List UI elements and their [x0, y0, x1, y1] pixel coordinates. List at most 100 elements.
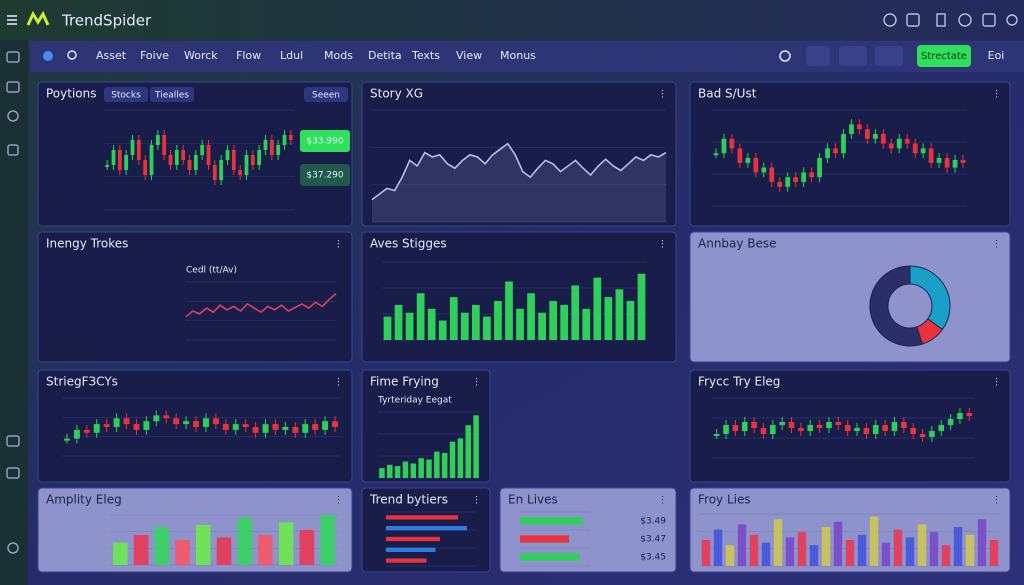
bar — [383, 316, 392, 340]
candle — [751, 422, 757, 428]
bar — [402, 461, 409, 478]
bar — [410, 463, 417, 478]
panel: Amplity Eleg ⋮ — [37, 487, 353, 573]
candle — [193, 155, 198, 170]
menu-dot — [43, 51, 53, 61]
candle — [741, 422, 748, 431]
candle — [143, 160, 148, 175]
bar — [977, 519, 987, 566]
create-button[interactable] — [917, 45, 971, 67]
bar — [441, 452, 448, 478]
bar — [418, 458, 424, 478]
candle — [143, 421, 150, 430]
menu-item[interactable]: Asset — [96, 49, 127, 62]
panel-title: Story XG — [370, 87, 423, 101]
menu-item[interactable]: Foive — [140, 49, 169, 62]
bar — [989, 540, 999, 566]
panel: Frycc Try Eleg ⋮ — [689, 369, 1011, 483]
bar — [471, 304, 480, 340]
menu-item[interactable]: Ldul — [280, 49, 303, 62]
candle — [225, 150, 230, 160]
candle — [269, 140, 274, 155]
candle — [785, 177, 791, 187]
tab[interactable] — [150, 87, 194, 102]
menu-item[interactable]: Detita — [368, 49, 402, 62]
bar — [457, 438, 464, 478]
menu-item[interactable]: Mods — [324, 49, 353, 62]
bar — [785, 537, 795, 566]
bar — [869, 516, 879, 566]
menu-item[interactable]: Texts — [411, 49, 440, 62]
menu-icon[interactable] — [7, 15, 17, 25]
icon-button[interactable] — [839, 46, 867, 66]
tab[interactable] — [104, 87, 148, 102]
sidebar-icons[interactable] — [6, 51, 20, 554]
candle — [244, 155, 249, 175]
candle — [123, 418, 130, 425]
candle — [737, 148, 743, 163]
bar — [965, 534, 975, 566]
search-icon[interactable] — [779, 50, 791, 62]
bar — [133, 535, 149, 565]
sidebar — [0, 40, 28, 585]
bar — [387, 464, 393, 478]
tab-label[interactable]: Tiealles — [154, 91, 189, 101]
menu-item[interactable]: Flow — [236, 49, 261, 62]
tab-label[interactable]: Stocks — [111, 91, 141, 101]
bar — [520, 517, 583, 525]
panel-menu: ⋮ — [992, 90, 1001, 100]
bar — [438, 320, 447, 340]
bar — [416, 293, 425, 340]
menu-item[interactable]: Monus — [500, 49, 536, 62]
bar — [809, 545, 819, 566]
logo — [26, 10, 50, 26]
candle — [770, 425, 776, 434]
bar — [593, 277, 602, 340]
candle — [863, 428, 870, 434]
bar — [905, 537, 915, 566]
candle — [212, 418, 219, 425]
panel: Story XG ⋮ — [361, 81, 677, 227]
candle — [163, 415, 170, 419]
panel-menu: ⋮ — [334, 240, 343, 250]
bar — [258, 535, 273, 565]
candle — [272, 424, 279, 430]
price-badge-label: $33.990 — [306, 137, 343, 147]
menu-item[interactable]: View — [456, 49, 482, 62]
search-icon[interactable] — [67, 50, 77, 60]
create-button-label[interactable]: Strectate — [921, 51, 967, 62]
tab-label[interactable]: Seeen — [312, 91, 340, 101]
candle — [807, 425, 814, 431]
candle — [938, 425, 945, 431]
tab[interactable] — [304, 87, 348, 102]
candle — [250, 155, 255, 165]
panel: Inengy Trokes ⋮ Cedl (tt/Av) — [37, 231, 353, 363]
price-badge — [300, 164, 350, 186]
candle — [849, 124, 854, 134]
candle — [83, 429, 90, 433]
candle — [262, 424, 269, 433]
bar — [737, 524, 747, 566]
icon-button[interactable] — [875, 46, 903, 66]
candle — [111, 150, 116, 165]
candle — [817, 158, 822, 178]
bar — [386, 558, 427, 563]
account[interactable]: Eoi — [988, 49, 1005, 62]
bar — [637, 273, 646, 340]
brand: TrendSpider — [61, 12, 152, 30]
top-icons[interactable] — [883, 13, 1018, 27]
panel: Annbay Bese ⋮ — [689, 231, 1011, 363]
bar — [560, 304, 569, 340]
candle — [723, 425, 729, 434]
candle — [117, 150, 122, 170]
bar — [520, 553, 580, 561]
candle — [193, 421, 200, 427]
menu-item[interactable]: Worck — [184, 49, 218, 62]
panel-menu: ⋮ — [658, 240, 667, 250]
candle — [713, 434, 720, 436]
price-badge-label: $37.290 — [306, 171, 343, 181]
donut-slice — [869, 265, 924, 347]
icon-button[interactable] — [806, 46, 830, 66]
bar — [857, 534, 867, 566]
bar — [713, 529, 723, 566]
